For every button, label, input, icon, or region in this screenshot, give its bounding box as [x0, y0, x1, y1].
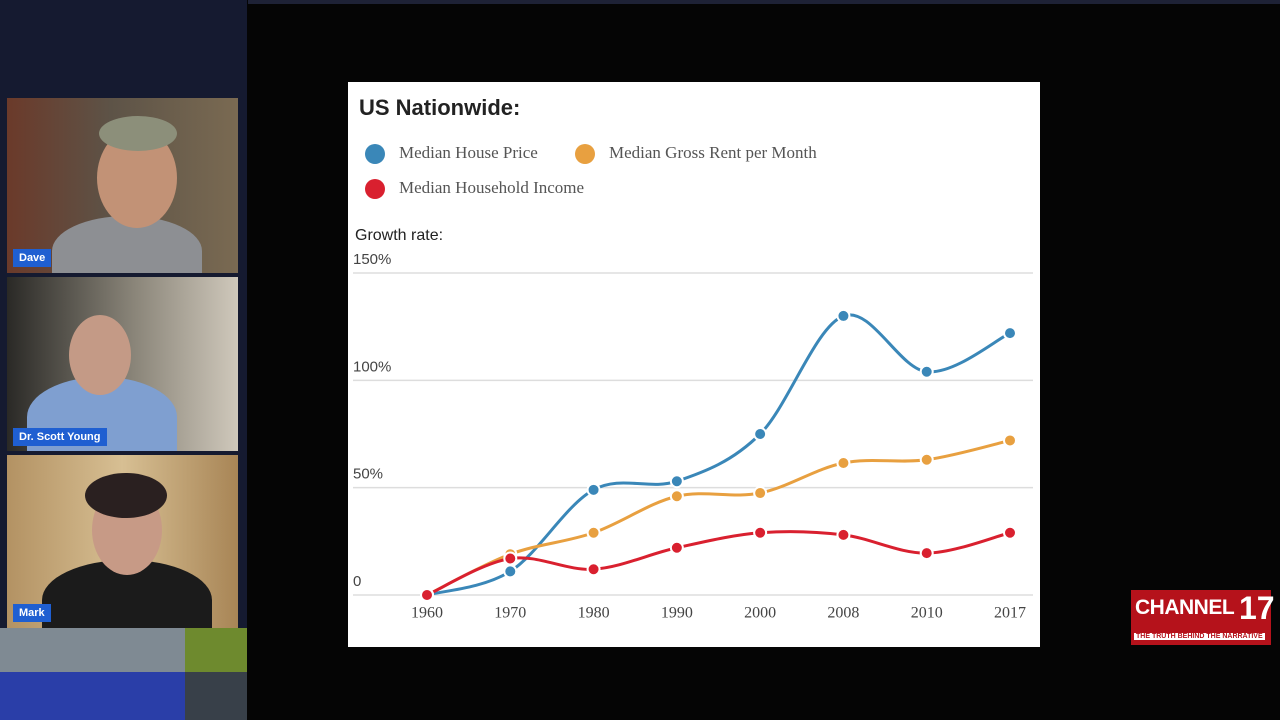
- data-point: [919, 546, 934, 561]
- channel-logo: CHANNEL 17 THE TRUTH BEHIND THE NARRATIV…: [1131, 590, 1275, 645]
- legend-marker: [365, 144, 385, 164]
- participant-name: Dave: [13, 249, 52, 267]
- participant-name: Dr. Scott Young: [13, 428, 107, 446]
- hair: [85, 473, 167, 518]
- x-tick-label: 1980: [578, 605, 610, 622]
- legend-marker: [365, 179, 385, 199]
- logo-name: CHANNEL: [1135, 596, 1235, 619]
- legend-marker: [575, 144, 595, 164]
- data-point: [753, 486, 768, 501]
- axis-title: Growth rate:: [355, 227, 443, 244]
- data-point: [669, 489, 684, 504]
- data-point: [503, 564, 518, 579]
- x-tick-label: 1970: [494, 605, 526, 622]
- chart: US Nationwide: Growth rate: Median House…: [348, 82, 1040, 647]
- series-line: [426, 530, 1011, 597]
- data-point: [753, 525, 768, 540]
- top-border: [248, 0, 1280, 4]
- cap: [99, 116, 177, 151]
- data-point: [1003, 326, 1017, 341]
- logo-number: 17: [1239, 590, 1275, 626]
- chart-title: US Nationwide:: [359, 95, 520, 120]
- y-tick-label: 50%: [353, 466, 383, 483]
- data-point: [503, 551, 518, 566]
- data-point: [753, 427, 768, 441]
- bg-block: [185, 672, 247, 720]
- data-point: [1003, 433, 1017, 448]
- data-point: [586, 482, 601, 497]
- data-point: [586, 525, 601, 540]
- data-point: [919, 364, 934, 379]
- x-tick-label: 2008: [827, 605, 859, 622]
- data-point: [836, 455, 851, 470]
- data-point: [669, 540, 684, 555]
- data-point: [586, 562, 601, 577]
- person: [69, 315, 131, 395]
- bg-block: [0, 672, 185, 720]
- x-tick-label: 2010: [911, 605, 943, 622]
- x-tick-label: 1960: [411, 605, 443, 622]
- legend-label: Median House Price: [399, 143, 538, 162]
- participant-name: Mark: [13, 604, 51, 622]
- legend-label: Median Gross Rent per Month: [609, 143, 817, 162]
- data-point: [669, 474, 684, 489]
- logo-tagline: THE TRUTH BEHIND THE NARRATIVE: [1134, 633, 1265, 640]
- video-tile: Dr. Scott Young: [7, 277, 238, 451]
- data-point: [420, 588, 434, 602]
- y-tick-label: 0: [353, 573, 361, 590]
- x-tick-label: 2000: [744, 605, 776, 622]
- data-point: [836, 308, 851, 323]
- video-tile: Mark: [7, 455, 238, 628]
- bg-block: [185, 628, 247, 672]
- data-point: [836, 527, 851, 542]
- y-tick-label: 100%: [353, 358, 391, 375]
- data-point: [919, 452, 934, 467]
- series-line: [426, 438, 1011, 597]
- y-tick-label: 150%: [353, 251, 391, 268]
- x-tick-label: 2017: [994, 605, 1026, 622]
- data-point: [1003, 525, 1017, 540]
- bg-block: [0, 628, 185, 672]
- x-tick-label: 1990: [661, 605, 693, 622]
- video-tile: Dave: [7, 98, 238, 273]
- legend-label: Median Household Income: [399, 178, 584, 197]
